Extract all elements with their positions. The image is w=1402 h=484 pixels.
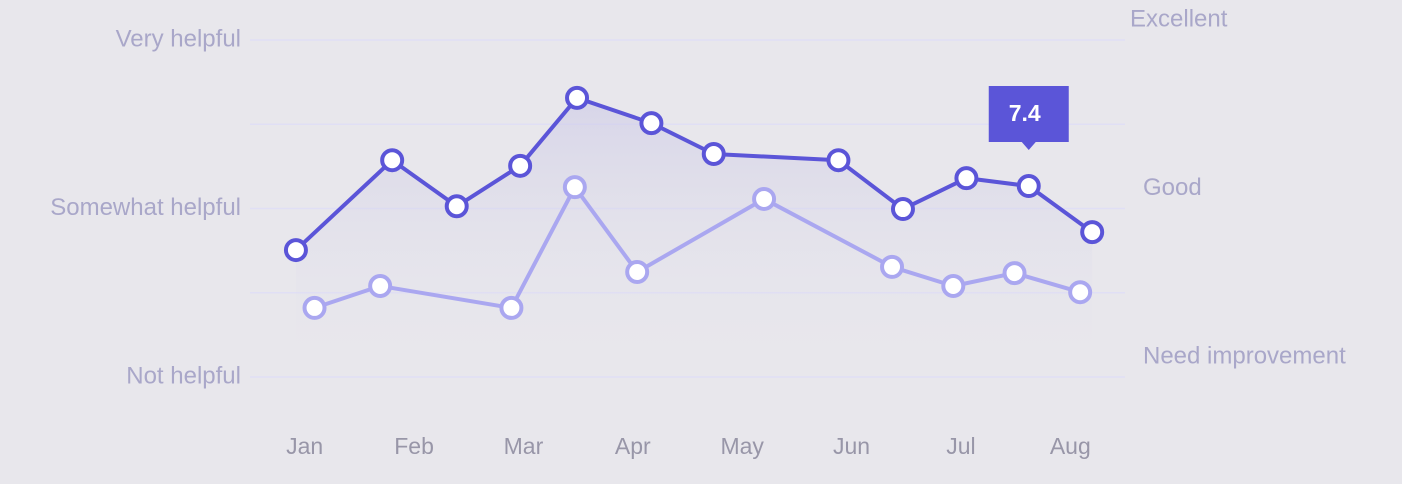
x-tick-label: Jul: [946, 433, 975, 459]
data-point: [380, 148, 405, 173]
data-point: [701, 142, 726, 167]
x-tick-label: Mar: [504, 433, 544, 459]
data-point: [880, 254, 905, 279]
data-point: [499, 295, 524, 320]
data-point: [954, 166, 979, 191]
tooltip-box: [988, 86, 1069, 151]
y2-tick-label: Good: [1143, 174, 1202, 201]
y2-tick-label: Need improvement: [1143, 342, 1346, 369]
y-tick-label: Not helpful: [126, 362, 241, 389]
x-tick-label: Jun: [833, 433, 870, 459]
y2-tick-label: Excellent: [1130, 5, 1228, 32]
data-point: [752, 186, 777, 211]
x-tick-label: Feb: [394, 433, 434, 459]
x-tick-label: May: [720, 433, 764, 459]
data-point: [941, 274, 966, 299]
x-tick-label: Aug: [1050, 433, 1091, 459]
data-point: [562, 175, 587, 200]
data-point: [625, 259, 650, 284]
data-point: [1080, 220, 1105, 245]
y-tick-label: Very helpful: [116, 25, 241, 52]
data-point: [508, 153, 533, 178]
data-point: [826, 148, 851, 173]
data-point: [368, 274, 393, 299]
x-tick-label: Apr: [615, 433, 651, 459]
y-tick-label: Somewhat helpful: [50, 194, 241, 221]
tooltip: 7.4: [988, 86, 1069, 151]
tooltip-label: 7.4: [1009, 100, 1041, 126]
data-point: [1068, 280, 1093, 305]
data-point: [1016, 174, 1041, 199]
series-line: [313, 185, 1081, 310]
data-point: [565, 85, 590, 110]
data-point: [283, 238, 308, 263]
data-point: [444, 194, 469, 219]
x-tick-label: Jan: [286, 433, 323, 459]
data-point: [302, 295, 327, 320]
data-point: [1002, 261, 1027, 286]
data-point: [639, 111, 664, 136]
data-point: [890, 197, 915, 222]
